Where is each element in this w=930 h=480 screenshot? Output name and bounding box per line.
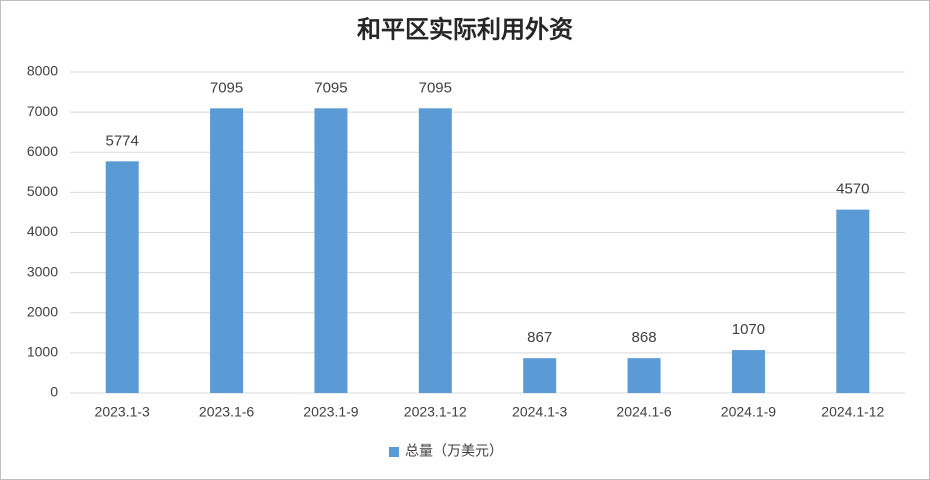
y-tick-label: 2000: [27, 303, 58, 319]
x-tick-label: 2024.1-3: [512, 404, 567, 420]
chart-title: 和平区实际利用外资: [357, 15, 573, 44]
y-tick-label: 7000: [27, 103, 58, 119]
value-label: 1070: [732, 321, 765, 338]
value-label: 7095: [210, 79, 243, 96]
y-tick-label: 4000: [27, 223, 58, 239]
bar: [523, 358, 557, 393]
legend-label: 总量（万美元）: [405, 443, 503, 459]
y-tick-label: 5000: [27, 183, 58, 199]
value-label: 868: [632, 329, 657, 346]
y-tick-label: 6000: [27, 143, 58, 159]
y-tick-label: 8000: [27, 63, 58, 79]
value-label: 7095: [314, 79, 347, 96]
bar: [314, 108, 348, 394]
bar: [731, 350, 765, 393]
x-tick-label: 2024.1-12: [821, 404, 884, 420]
y-tick-label: 1000: [27, 344, 58, 360]
x-tick-label: 2023.1-3: [95, 404, 150, 420]
x-tick-label: 2024.1-9: [721, 404, 776, 420]
bar: [627, 358, 661, 393]
bar: [836, 209, 870, 393]
bar: [210, 108, 244, 394]
x-tick-label: 2023.1-6: [199, 404, 254, 420]
y-tick-label: 0: [50, 384, 58, 400]
x-tick-label: 2024.1-6: [616, 404, 671, 420]
bar: [418, 108, 452, 394]
value-label: 4570: [836, 181, 869, 198]
value-label: 867: [527, 329, 552, 346]
x-tick-label: 2023.1-9: [303, 404, 358, 420]
y-tick-label: 3000: [27, 263, 58, 279]
x-tick-label: 2023.1-12: [404, 404, 467, 420]
value-label: 7095: [419, 79, 452, 96]
value-label: 5774: [106, 132, 139, 149]
bar: [105, 161, 139, 393]
legend-swatch: [389, 447, 399, 457]
